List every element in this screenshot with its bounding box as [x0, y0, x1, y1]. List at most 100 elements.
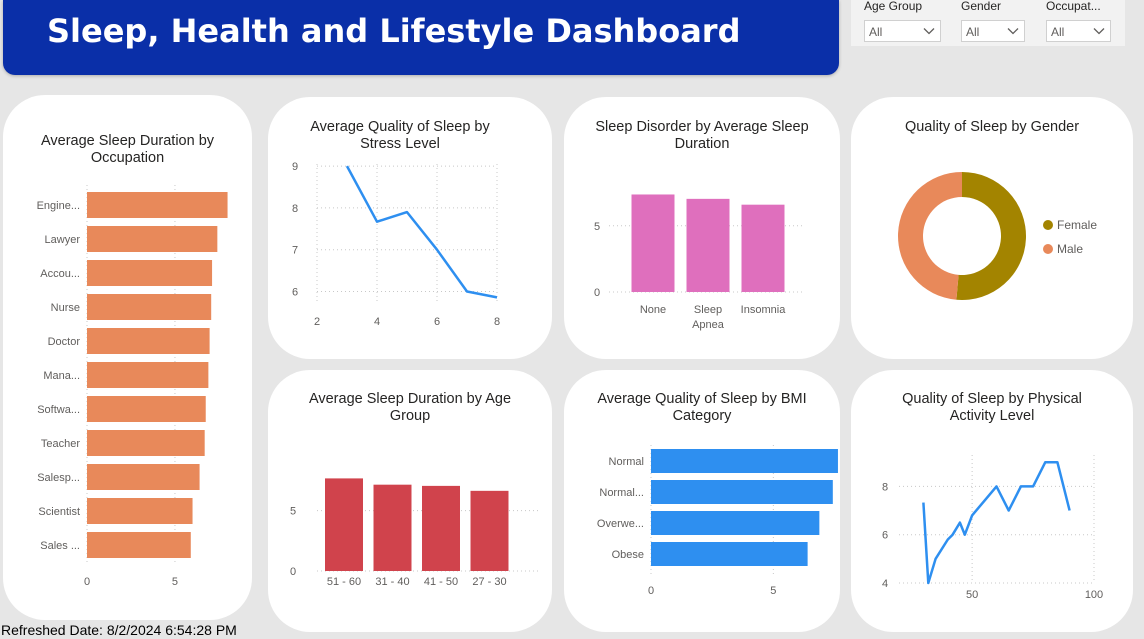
- category-label: 31 - 40: [375, 576, 409, 588]
- bar: [651, 511, 820, 535]
- category-label: Overwe...: [597, 518, 644, 530]
- bar: [87, 192, 228, 218]
- category-label: Sleep: [694, 304, 722, 316]
- x-tick-label: 4: [374, 316, 380, 328]
- card-title: Quality of Sleep by Physical Activity Le…: [902, 391, 1082, 424]
- bar: [325, 478, 363, 571]
- sleep-quality-by-stress-card[interactable]: Average Quality of Sleep by Stress Level…: [268, 97, 552, 359]
- bar: [741, 204, 785, 292]
- y-tick-label: 8: [882, 481, 888, 493]
- bar: [87, 464, 200, 490]
- bar: [422, 485, 460, 571]
- slicer-label-gender: Gender: [961, 0, 1002, 13]
- x-tick-label: 5: [770, 585, 776, 597]
- slicer-panel: Age Group All Gender All Occupat... All: [851, 0, 1125, 46]
- y-tick-label: 0: [290, 566, 296, 578]
- y-tick-label: 7: [292, 245, 298, 257]
- x-tick-label: 2: [314, 316, 320, 328]
- card-title: Average Sleep Duration by Age Group: [308, 391, 512, 424]
- y-tick-label: 9: [292, 161, 298, 173]
- category-label: Doctor: [48, 336, 81, 348]
- y-tick-label: 6: [882, 530, 888, 542]
- y-tick-label: 6: [292, 287, 298, 299]
- category-label: Mana...: [43, 370, 80, 382]
- gender-dropdown[interactable]: All: [961, 20, 1025, 42]
- category-label: Teacher: [41, 438, 80, 450]
- bar: [651, 542, 808, 566]
- bar: [87, 362, 209, 388]
- legend-marker: [1043, 244, 1053, 254]
- bar: [651, 449, 838, 473]
- card-title: Average Sleep Duration by Occupation: [40, 133, 215, 166]
- y-tick-label: 5: [290, 506, 296, 518]
- chevron-down-icon: [1093, 28, 1105, 35]
- category-label: None: [640, 304, 666, 316]
- sleep-quality-by-activity-card[interactable]: Quality of Sleep by Physical Activity Le…: [851, 370, 1133, 632]
- bar: [470, 490, 509, 571]
- sleep-quality-by-gender-card[interactable]: Quality of Sleep by Gender Female Male: [851, 97, 1133, 359]
- gender-value: All: [966, 25, 980, 39]
- category-label: Accou...: [40, 268, 80, 280]
- card-title: Quality of Sleep by Gender: [904, 119, 1080, 135]
- dashboard-title-bar: Sleep, Health and Lifestyle Dashboard: [3, 0, 839, 75]
- bar: [87, 260, 213, 286]
- y-tick-label: 4: [882, 578, 888, 590]
- card-title: Average Quality of Sleep by Stress Level: [310, 119, 490, 152]
- category-label: 51 - 60: [327, 576, 361, 588]
- y-tick-label: 0: [594, 287, 600, 299]
- bar: [87, 226, 218, 252]
- x-tick-label: 5: [172, 576, 178, 588]
- slicer-label-occupation: Occupat...: [1046, 0, 1101, 13]
- sleep-disorder-card[interactable]: Sleep Disorder by Average Sleep Duration…: [564, 97, 840, 359]
- legend-label: Female: [1057, 218, 1097, 232]
- category-label: Normal: [609, 456, 644, 468]
- age-group-dropdown[interactable]: All: [864, 20, 941, 42]
- stress-line-chart: 6 7 8 9 2 4 6 8: [292, 161, 500, 328]
- donut-slice: [898, 172, 962, 300]
- bar: [87, 498, 193, 524]
- legend-marker: [1043, 220, 1053, 230]
- y-tick-label: 8: [292, 203, 298, 215]
- card-title: Average Quality of Sleep by BMI Category: [597, 391, 807, 424]
- category-label: Obese: [612, 549, 644, 561]
- card-title: Sleep Disorder by Average Sleep Duration: [595, 119, 809, 152]
- chevron-down-icon: [1007, 28, 1019, 35]
- category-label: Sales ...: [40, 540, 80, 552]
- bmi-bar-chart: 0 5 Normal Normal... Overwe... Obese: [597, 445, 838, 597]
- y-tick-label: 5: [594, 221, 600, 233]
- dashboard-title: Sleep, Health and Lifestyle Dashboard: [47, 12, 741, 50]
- category-label: Lawyer: [45, 234, 81, 246]
- bar: [87, 532, 191, 558]
- category-label: Apnea: [692, 319, 725, 331]
- bar: [87, 430, 205, 456]
- sleep-quality-by-bmi-card[interactable]: Average Quality of Sleep by BMI Category…: [564, 370, 840, 632]
- occupation-slicer: Occupat... All: [1046, 0, 1111, 42]
- refreshed-date: Refreshed Date: 8/2/2024 6:54:28 PM: [1, 622, 237, 638]
- category-label: Salesp...: [37, 472, 80, 484]
- occupation-dropdown[interactable]: All: [1046, 20, 1111, 42]
- category-label: 41 - 50: [424, 576, 458, 588]
- activity-line-chart: 4 6 8 50 100: [882, 455, 1103, 601]
- bar: [87, 294, 212, 320]
- sleep-duration-by-occupation-card[interactable]: Average Sleep Duration by Occupation 0 5 E…: [3, 95, 252, 620]
- bar: [87, 328, 210, 354]
- x-tick-label: 8: [494, 316, 500, 328]
- bar: [651, 480, 833, 504]
- x-tick-label: 6: [434, 316, 440, 328]
- category-label: Insomnia: [741, 304, 787, 316]
- category-label: Softwa...: [37, 404, 80, 416]
- x-tick-label: 100: [1085, 589, 1103, 601]
- age-group-slicer: Age Group All: [864, 0, 941, 42]
- series-line: [922, 460, 1071, 585]
- bar: [686, 198, 730, 292]
- category-label: Scientist: [38, 506, 80, 518]
- chevron-down-icon: [923, 28, 935, 35]
- sleep-duration-by-age-card[interactable]: Average Sleep Duration by Age Group 0 5 51…: [268, 370, 552, 632]
- disorder-bar-chart: 0 5 None Sleep Apnea Insomnia: [594, 194, 804, 331]
- occupation-value: All: [1051, 25, 1065, 39]
- gender-donut-chart: Female Male: [898, 172, 1097, 300]
- series-line: [345, 165, 498, 299]
- x-tick-label: 0: [84, 576, 90, 588]
- x-tick-label: 0: [648, 585, 654, 597]
- gender-slicer: Gender All: [961, 0, 1025, 42]
